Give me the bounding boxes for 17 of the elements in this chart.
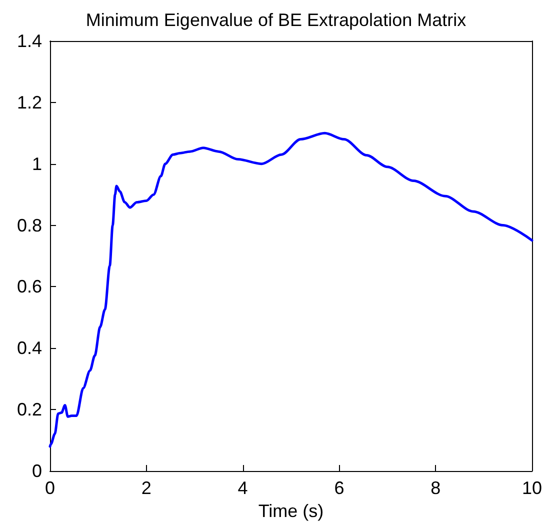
x-tick-label: 2 <box>141 478 152 498</box>
chart-title: Minimum Eigenvalue of BE Extrapolation Matrix <box>86 10 466 30</box>
x-tick-label: 4 <box>238 478 248 498</box>
y-tick-label: 0.6 <box>16 276 42 297</box>
y-tick-label: 1.2 <box>16 92 42 112</box>
y-tick-label: 0.2 <box>16 400 42 420</box>
y-tick-label: 1 <box>32 154 42 174</box>
x-axis-title: Time (s) <box>258 500 324 521</box>
x-tick-label: 10 <box>522 478 542 498</box>
x-tick-label: 6 <box>334 478 344 498</box>
y-tick-label: 1.4 <box>16 31 42 51</box>
y-tick-label: 0.4 <box>16 338 42 358</box>
y-tick-label: 0.8 <box>16 215 42 236</box>
x-tick-label: 8 <box>430 478 441 498</box>
x-tick-label: 0 <box>44 478 56 498</box>
y-tick-label: 0 <box>32 461 42 481</box>
line-series <box>48 132 534 448</box>
